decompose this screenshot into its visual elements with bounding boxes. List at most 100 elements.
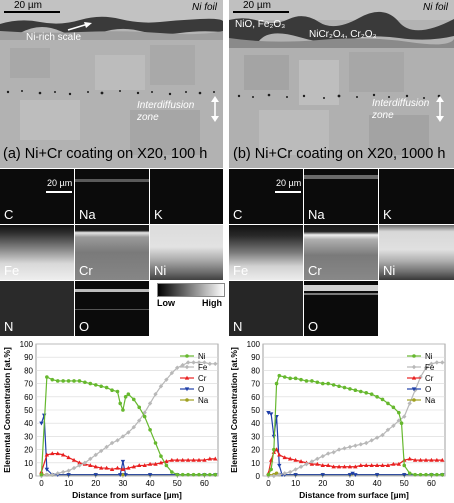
- sem-b-zone-annotation: Interdiffusion zone: [372, 98, 430, 121]
- chart-b-cr-point-29: [412, 457, 418, 462]
- sem-b-oxide-label-2: NiCr₂O₄, Cr₂O₃: [309, 29, 377, 40]
- map-b-n: N: [229, 281, 303, 336]
- chart-a-o-point-5: [66, 473, 71, 477]
- chart-a-ytick-6: 60: [24, 393, 33, 402]
- chart-b-fe-point-9: [315, 456, 320, 462]
- chart-a-fe-point-7: [77, 463, 82, 468]
- chart-b-fe-point-20: [374, 435, 380, 440]
- chart-b-cr-point-6: [287, 456, 293, 461]
- chart-b-ni-point-27: [399, 421, 404, 425]
- chart-a-ni-point-14: [115, 389, 120, 394]
- chart-a-cr-point-3: [55, 451, 60, 456]
- chart-a-ni-point-2: [50, 377, 55, 382]
- caption-a: (a) Ni+Cr coating on X20, 100 h: [3, 146, 208, 162]
- chart-b-o-point-4: [277, 463, 282, 468]
- chart-b-ni-point-18: [353, 388, 358, 392]
- chart-a-cr-point-23: [164, 459, 169, 464]
- chart-b-cr-point-12: [320, 463, 325, 468]
- chart-a-cr-point-27: [185, 457, 191, 462]
- colorbar-gradient: [157, 283, 225, 297]
- chart-b-ni-point-9: [304, 379, 309, 383]
- map-b-na: Na: [304, 169, 378, 224]
- chart-a-cr-point-15: [120, 467, 126, 471]
- chart-b-xtick-5: 50: [400, 479, 409, 488]
- chart-a-cr-point-5: [66, 455, 71, 460]
- chart-a-cr-point-14: [115, 465, 120, 470]
- chart-a-fe-point-27: [185, 360, 191, 365]
- chart-b-cr-point-15: [336, 464, 342, 469]
- chart-b-ylabel: Elemental Concentration [at.%]: [229, 347, 239, 473]
- chart-b-xtick-2: 20: [318, 479, 327, 488]
- chart-b-ni-point-14: [331, 383, 336, 387]
- chart-b-legend-fe-label: Fe: [425, 363, 435, 372]
- chart-a-ni-point-19: [131, 397, 136, 402]
- chart-a-cr-point-6: [71, 457, 77, 462]
- chart-b-fe-point-6: [298, 464, 304, 469]
- chart-b-ni-point-6: [288, 376, 292, 381]
- chart-a-xtick-4: 40: [146, 479, 155, 488]
- chart-b-cr-point-21: [369, 463, 374, 468]
- chart-b-cr-point-22: [374, 463, 380, 468]
- chart-a-fe-point-2: [50, 472, 55, 477]
- chart-a-ytick-1: 10: [24, 459, 33, 468]
- sem-b-foil-label: Ni foil: [422, 2, 448, 13]
- chart-b-cr-point-13: [325, 463, 331, 468]
- chart-b-ni-point-28: [402, 463, 407, 468]
- chart-a-legend-cr-marker: [184, 375, 190, 380]
- chart-b-ytick-0: 0: [256, 472, 261, 481]
- chart-a-ytick-8: 80: [24, 366, 33, 375]
- map-a-o-label: O: [79, 319, 90, 334]
- chart-a-fe-point-26: [180, 362, 185, 368]
- chart-a-ytick-2: 20: [24, 446, 33, 455]
- chart-b-fe-point-25: [402, 414, 407, 419]
- chart-a-ni-point-29: [186, 472, 190, 477]
- chart-a-ni-point-18: [126, 392, 131, 396]
- chart-a-ni-point-23: [153, 441, 158, 445]
- chart-b-ytick-3: 30: [251, 432, 260, 441]
- map-a-n: N: [0, 281, 74, 336]
- chart-b-ni-point-21: [369, 392, 374, 396]
- chart-b-fe-point-28: [418, 374, 423, 380]
- chart-a-fe-point-1: [44, 472, 50, 477]
- chart-a-fe-point-20: [147, 401, 153, 406]
- chart-a-ni-point-33: [208, 472, 212, 477]
- chart-a-ytick-7: 70: [24, 380, 33, 389]
- chart-b-cr-point-32: [429, 457, 434, 462]
- chart-b-fe-point-8: [309, 459, 315, 464]
- chart-b-cr-point-25: [391, 461, 396, 466]
- chart-a-ni-point-32: [202, 472, 207, 477]
- chart-b-fe-point-1: [271, 473, 277, 479]
- colorbar-high-label: High: [202, 298, 222, 308]
- chart-b-o-point-1: [268, 412, 274, 417]
- sem-b-oxide-label-1: NiO, Fe₂O₃: [235, 19, 286, 30]
- chart-a-series-o-line: [40, 415, 216, 476]
- chart-b-ni-point-1: [269, 467, 273, 472]
- chart-a-xtick-5: 50: [173, 479, 182, 488]
- chart-a-ni-point-6: [72, 379, 76, 383]
- chart-a-ni-point-21: [142, 414, 147, 419]
- chart-b-legend-na-label: Na: [425, 396, 436, 405]
- chart-a-fe-point-24: [169, 370, 175, 376]
- chart-b-fe-point-16: [353, 443, 358, 448]
- chart-a-xtick-1: 10: [64, 479, 73, 488]
- chart-a-fe-point-16: [126, 430, 131, 435]
- chart-a-ni-point-11: [99, 384, 103, 389]
- map-b-fe-label: Fe: [233, 263, 249, 278]
- chart-b-cr-point-5: [282, 455, 287, 460]
- map-b-fe: Fe: [229, 225, 303, 280]
- chart-b-legend-ni-marker: [412, 354, 416, 358]
- map-a-cr: Cr: [75, 225, 149, 280]
- chart-a-xtick-2: 20: [91, 479, 100, 488]
- chart-b-o-point-12: [374, 473, 380, 477]
- chart-a-ytick-5: 50: [24, 406, 33, 415]
- map-a-na: Na: [75, 169, 149, 224]
- chart-a-xtick-6: 60: [200, 479, 209, 488]
- chart-a-ni-point-5: [66, 379, 71, 383]
- chart-b-xtick-6: 60: [427, 479, 436, 488]
- chart-a-cr-point-29: [196, 457, 202, 462]
- chart-a-legend-o-label: O: [198, 385, 204, 394]
- chart-a-fe-point-14: [115, 438, 120, 443]
- chart-a-fe-point-30: [202, 360, 207, 365]
- chart-b-cr-point-30: [418, 457, 423, 462]
- chart-b-ni-point-3: [274, 381, 279, 386]
